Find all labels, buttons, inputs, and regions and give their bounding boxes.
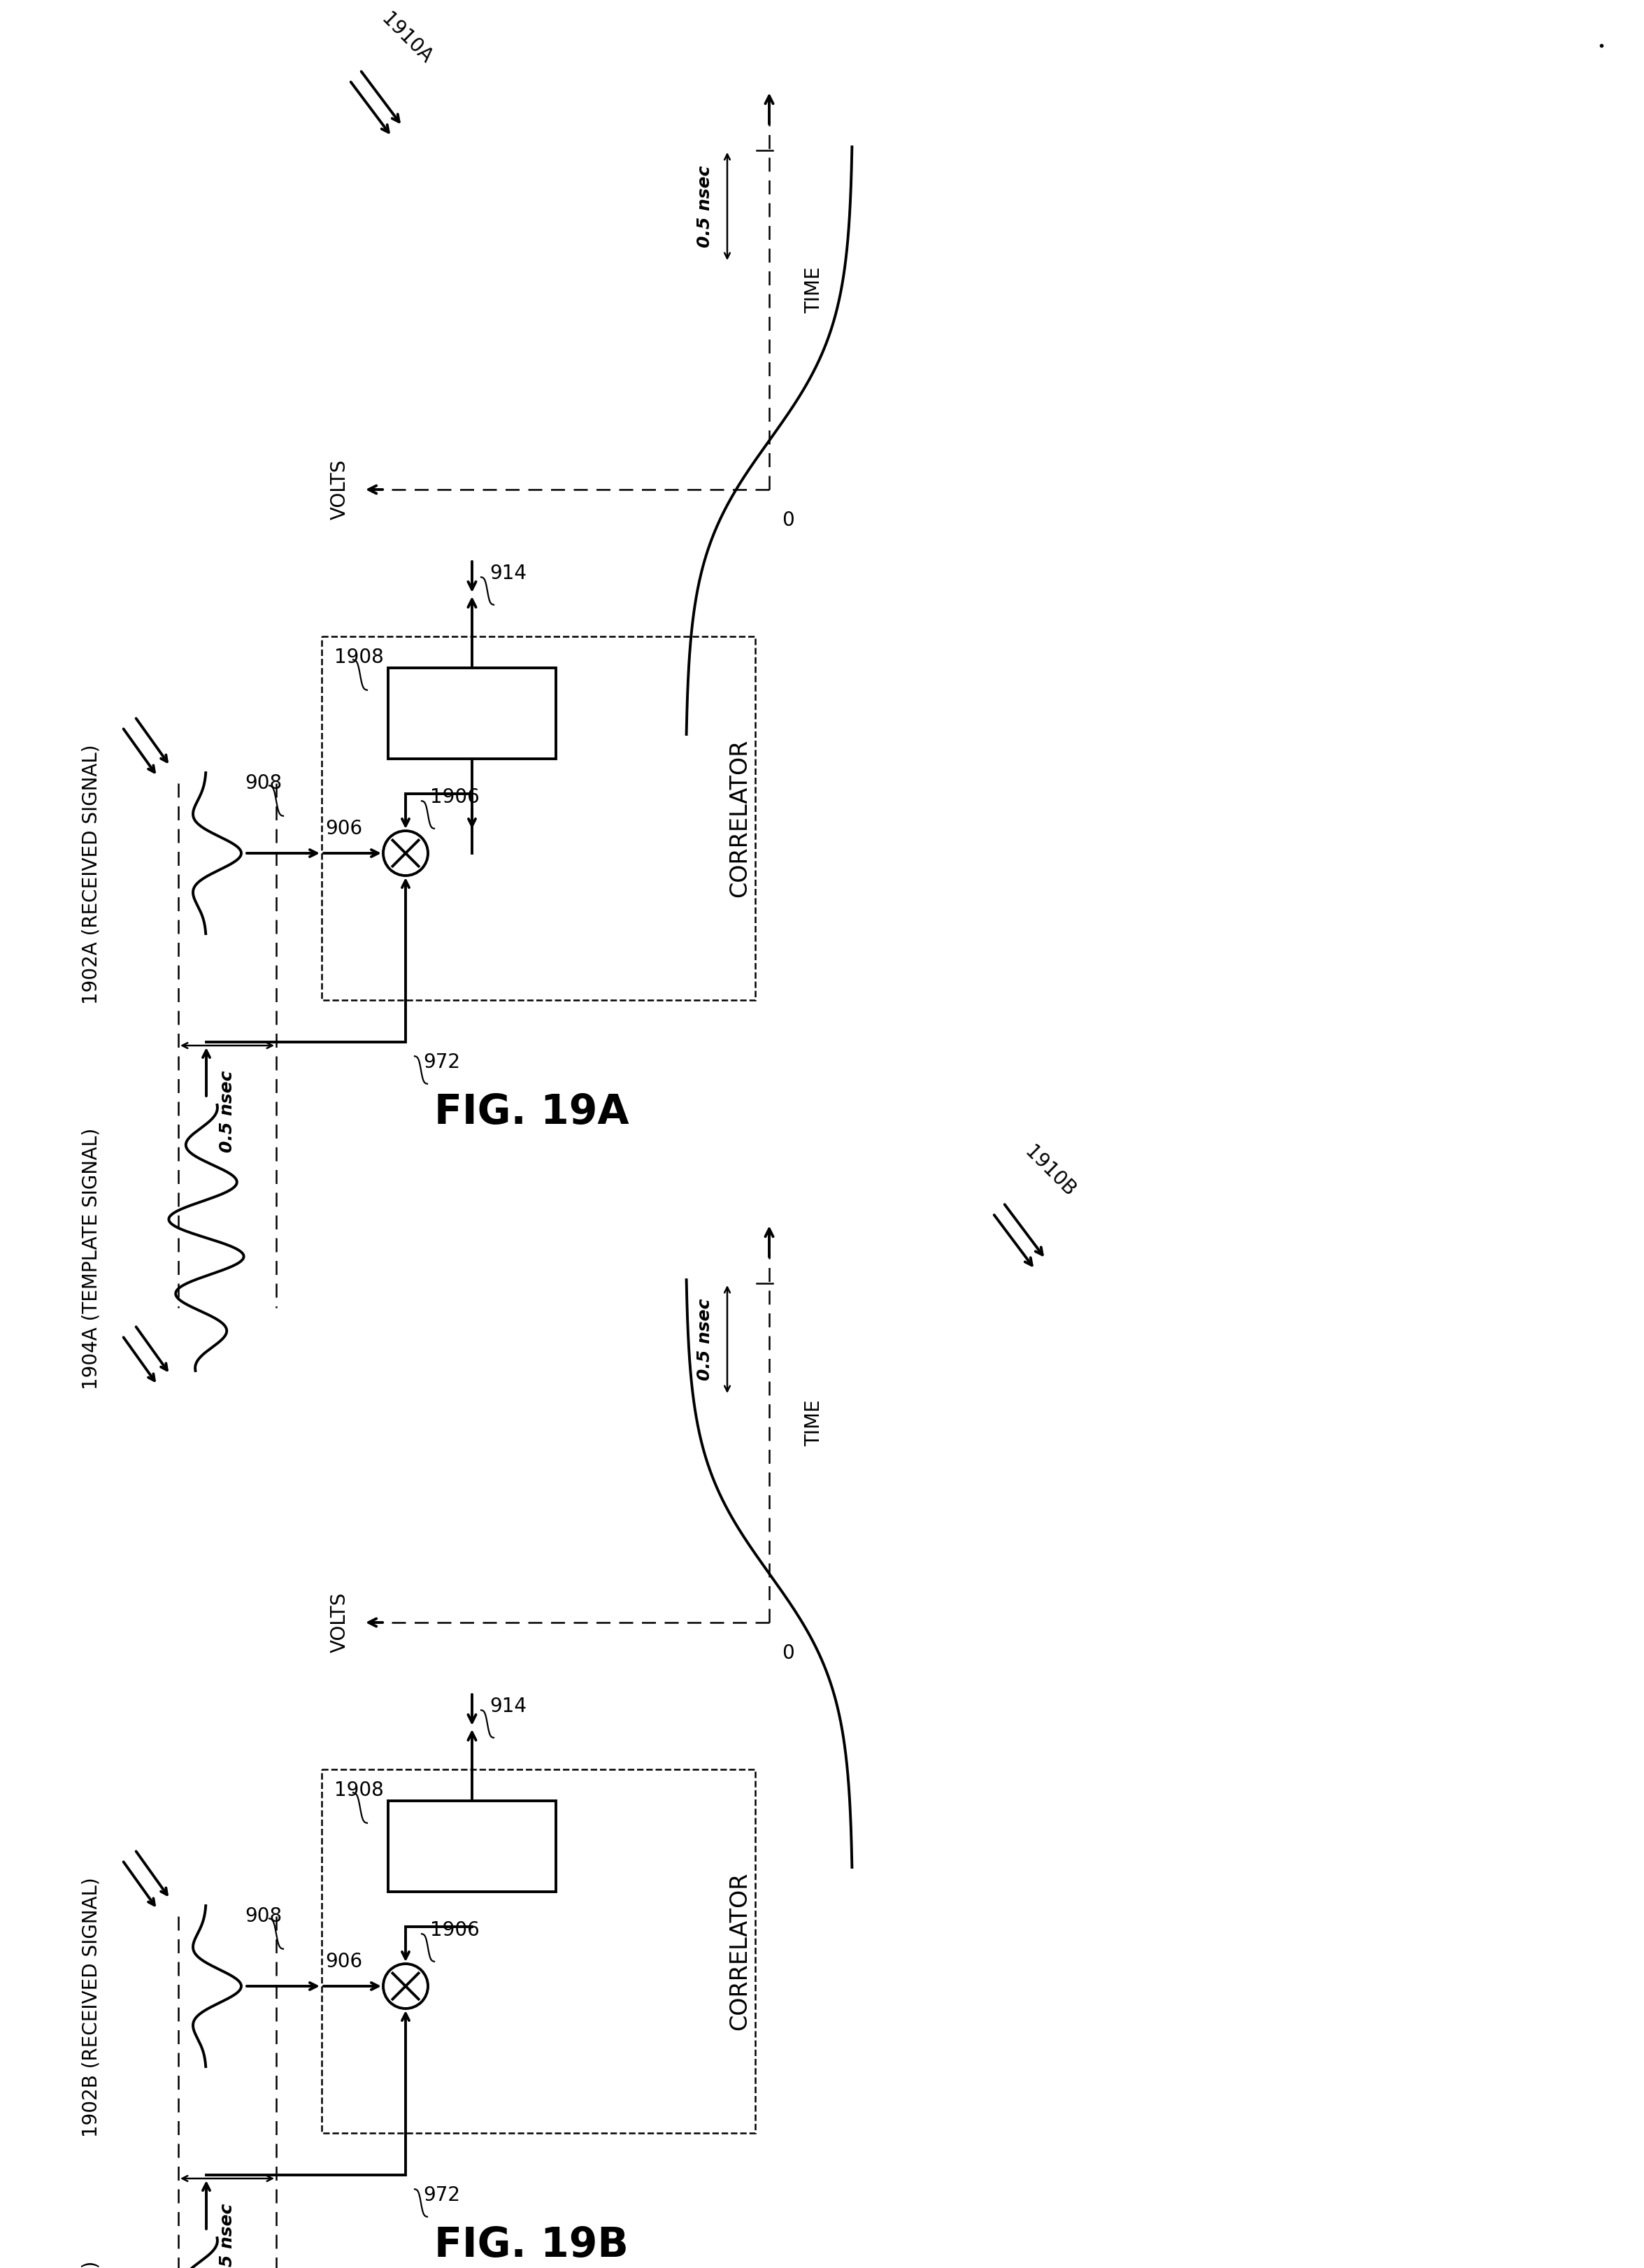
Text: 1906: 1906 <box>431 1921 480 1939</box>
Text: 0: 0 <box>783 510 794 531</box>
Text: 1902A (RECEIVED SIGNAL): 1902A (RECEIVED SIGNAL) <box>81 744 100 1005</box>
Text: 908: 908 <box>245 773 281 794</box>
Text: 914: 914 <box>490 565 526 583</box>
Text: 972: 972 <box>423 1052 460 1073</box>
Circle shape <box>383 830 427 875</box>
Text: FIG. 19B: FIG. 19B <box>434 2225 628 2266</box>
Text: 0.5 nsec: 0.5 nsec <box>219 2202 235 2268</box>
Text: TIME: TIME <box>804 1399 824 1447</box>
Text: 0.5 nsec: 0.5 nsec <box>697 1297 713 1381</box>
Text: CORRELATOR: CORRELATOR <box>728 739 751 898</box>
Bar <box>322 1769 755 2132</box>
Text: 0.5 nsec: 0.5 nsec <box>697 166 713 247</box>
Bar <box>322 637 755 1000</box>
Text: TIME: TIME <box>804 268 824 313</box>
Text: 1908: 1908 <box>334 649 383 667</box>
Text: PULSE: PULSE <box>441 694 503 712</box>
Text: 1904B (TEMPLATE SIGNAL): 1904B (TEMPLATE SIGNAL) <box>81 2261 100 2268</box>
Text: INTEGRATOR: INTEGRATOR <box>409 717 534 737</box>
Text: VOLTS: VOLTS <box>330 460 350 519</box>
Text: 1904A (TEMPLATE SIGNAL): 1904A (TEMPLATE SIGNAL) <box>81 1127 100 1390</box>
Text: 972: 972 <box>423 2186 460 2204</box>
Bar <box>388 667 556 760</box>
Bar <box>388 1801 556 1892</box>
Text: 914: 914 <box>490 1696 526 1717</box>
Text: 0.5 nsec: 0.5 nsec <box>219 1070 235 1152</box>
Text: 906: 906 <box>326 819 362 839</box>
Text: 908: 908 <box>245 1907 281 1926</box>
Circle shape <box>383 1964 427 2009</box>
Text: INTEGRATOR: INTEGRATOR <box>409 1851 534 1871</box>
Text: FIG. 19A: FIG. 19A <box>434 1091 628 1132</box>
Text: 1910B: 1910B <box>1021 1143 1078 1200</box>
Text: 1902B (RECEIVED SIGNAL): 1902B (RECEIVED SIGNAL) <box>81 1878 100 2136</box>
Text: VOLTS: VOLTS <box>330 1592 350 1653</box>
Text: 1906: 1906 <box>431 787 480 807</box>
Text: 1908: 1908 <box>334 1780 383 1801</box>
Text: 906: 906 <box>326 1953 362 1971</box>
Text: PULSE: PULSE <box>441 1826 503 1846</box>
Text: 0: 0 <box>783 1644 794 1662</box>
Text: 1910A: 1910A <box>378 9 436 68</box>
Text: CORRELATOR: CORRELATOR <box>728 1871 751 2030</box>
